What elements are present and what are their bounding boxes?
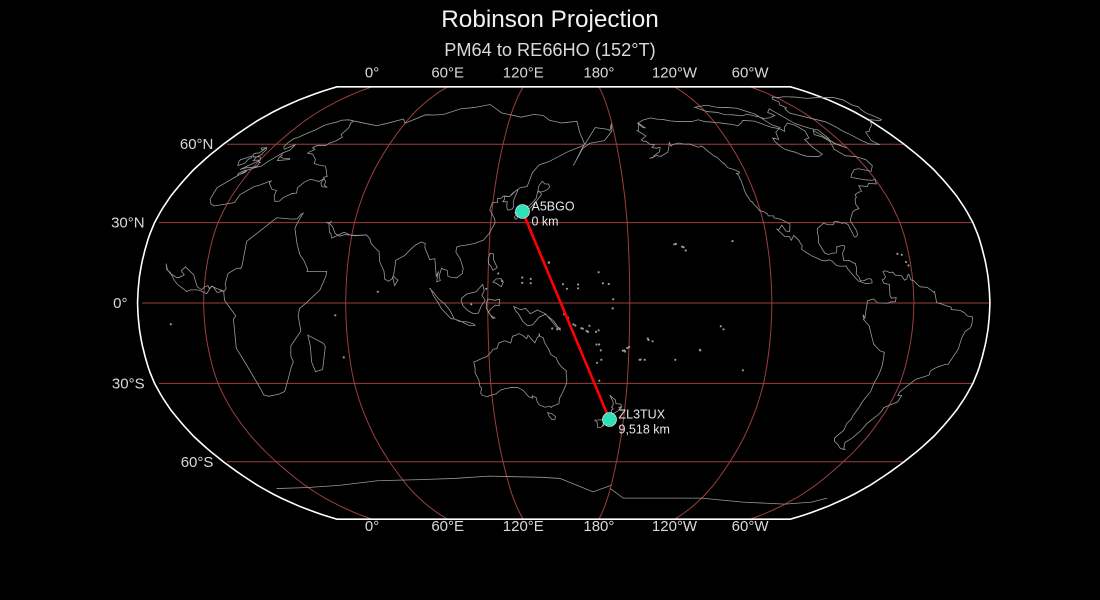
svg-text:60°W: 60°W [732, 518, 770, 535]
svg-text:30°N: 30°N [111, 215, 145, 232]
svg-text:0 km: 0 km [532, 215, 559, 229]
svg-text:30°S: 30°S [112, 375, 145, 392]
svg-text:60°W: 60°W [732, 65, 770, 82]
svg-text:60°N: 60°N [180, 136, 214, 153]
svg-text:120°E: 120°E [503, 65, 544, 82]
svg-text:180°: 180° [583, 65, 614, 82]
svg-text:60°E: 60°E [431, 65, 464, 82]
svg-text:A5BGO: A5BGO [532, 200, 575, 214]
svg-text:0°: 0° [365, 518, 379, 535]
svg-text:9,518 km: 9,518 km [619, 423, 670, 437]
svg-text:120°E: 120°E [503, 518, 544, 535]
svg-text:180°: 180° [583, 518, 614, 535]
svg-text:0°: 0° [113, 295, 127, 312]
svg-text:120°W: 120°W [652, 518, 698, 535]
svg-text:60°S: 60°S [181, 454, 214, 471]
svg-text:0°: 0° [365, 65, 379, 82]
svg-text:ZL3TUX: ZL3TUX [619, 408, 666, 422]
svg-text:60°E: 60°E [431, 518, 464, 535]
svg-text:120°W: 120°W [652, 65, 698, 82]
